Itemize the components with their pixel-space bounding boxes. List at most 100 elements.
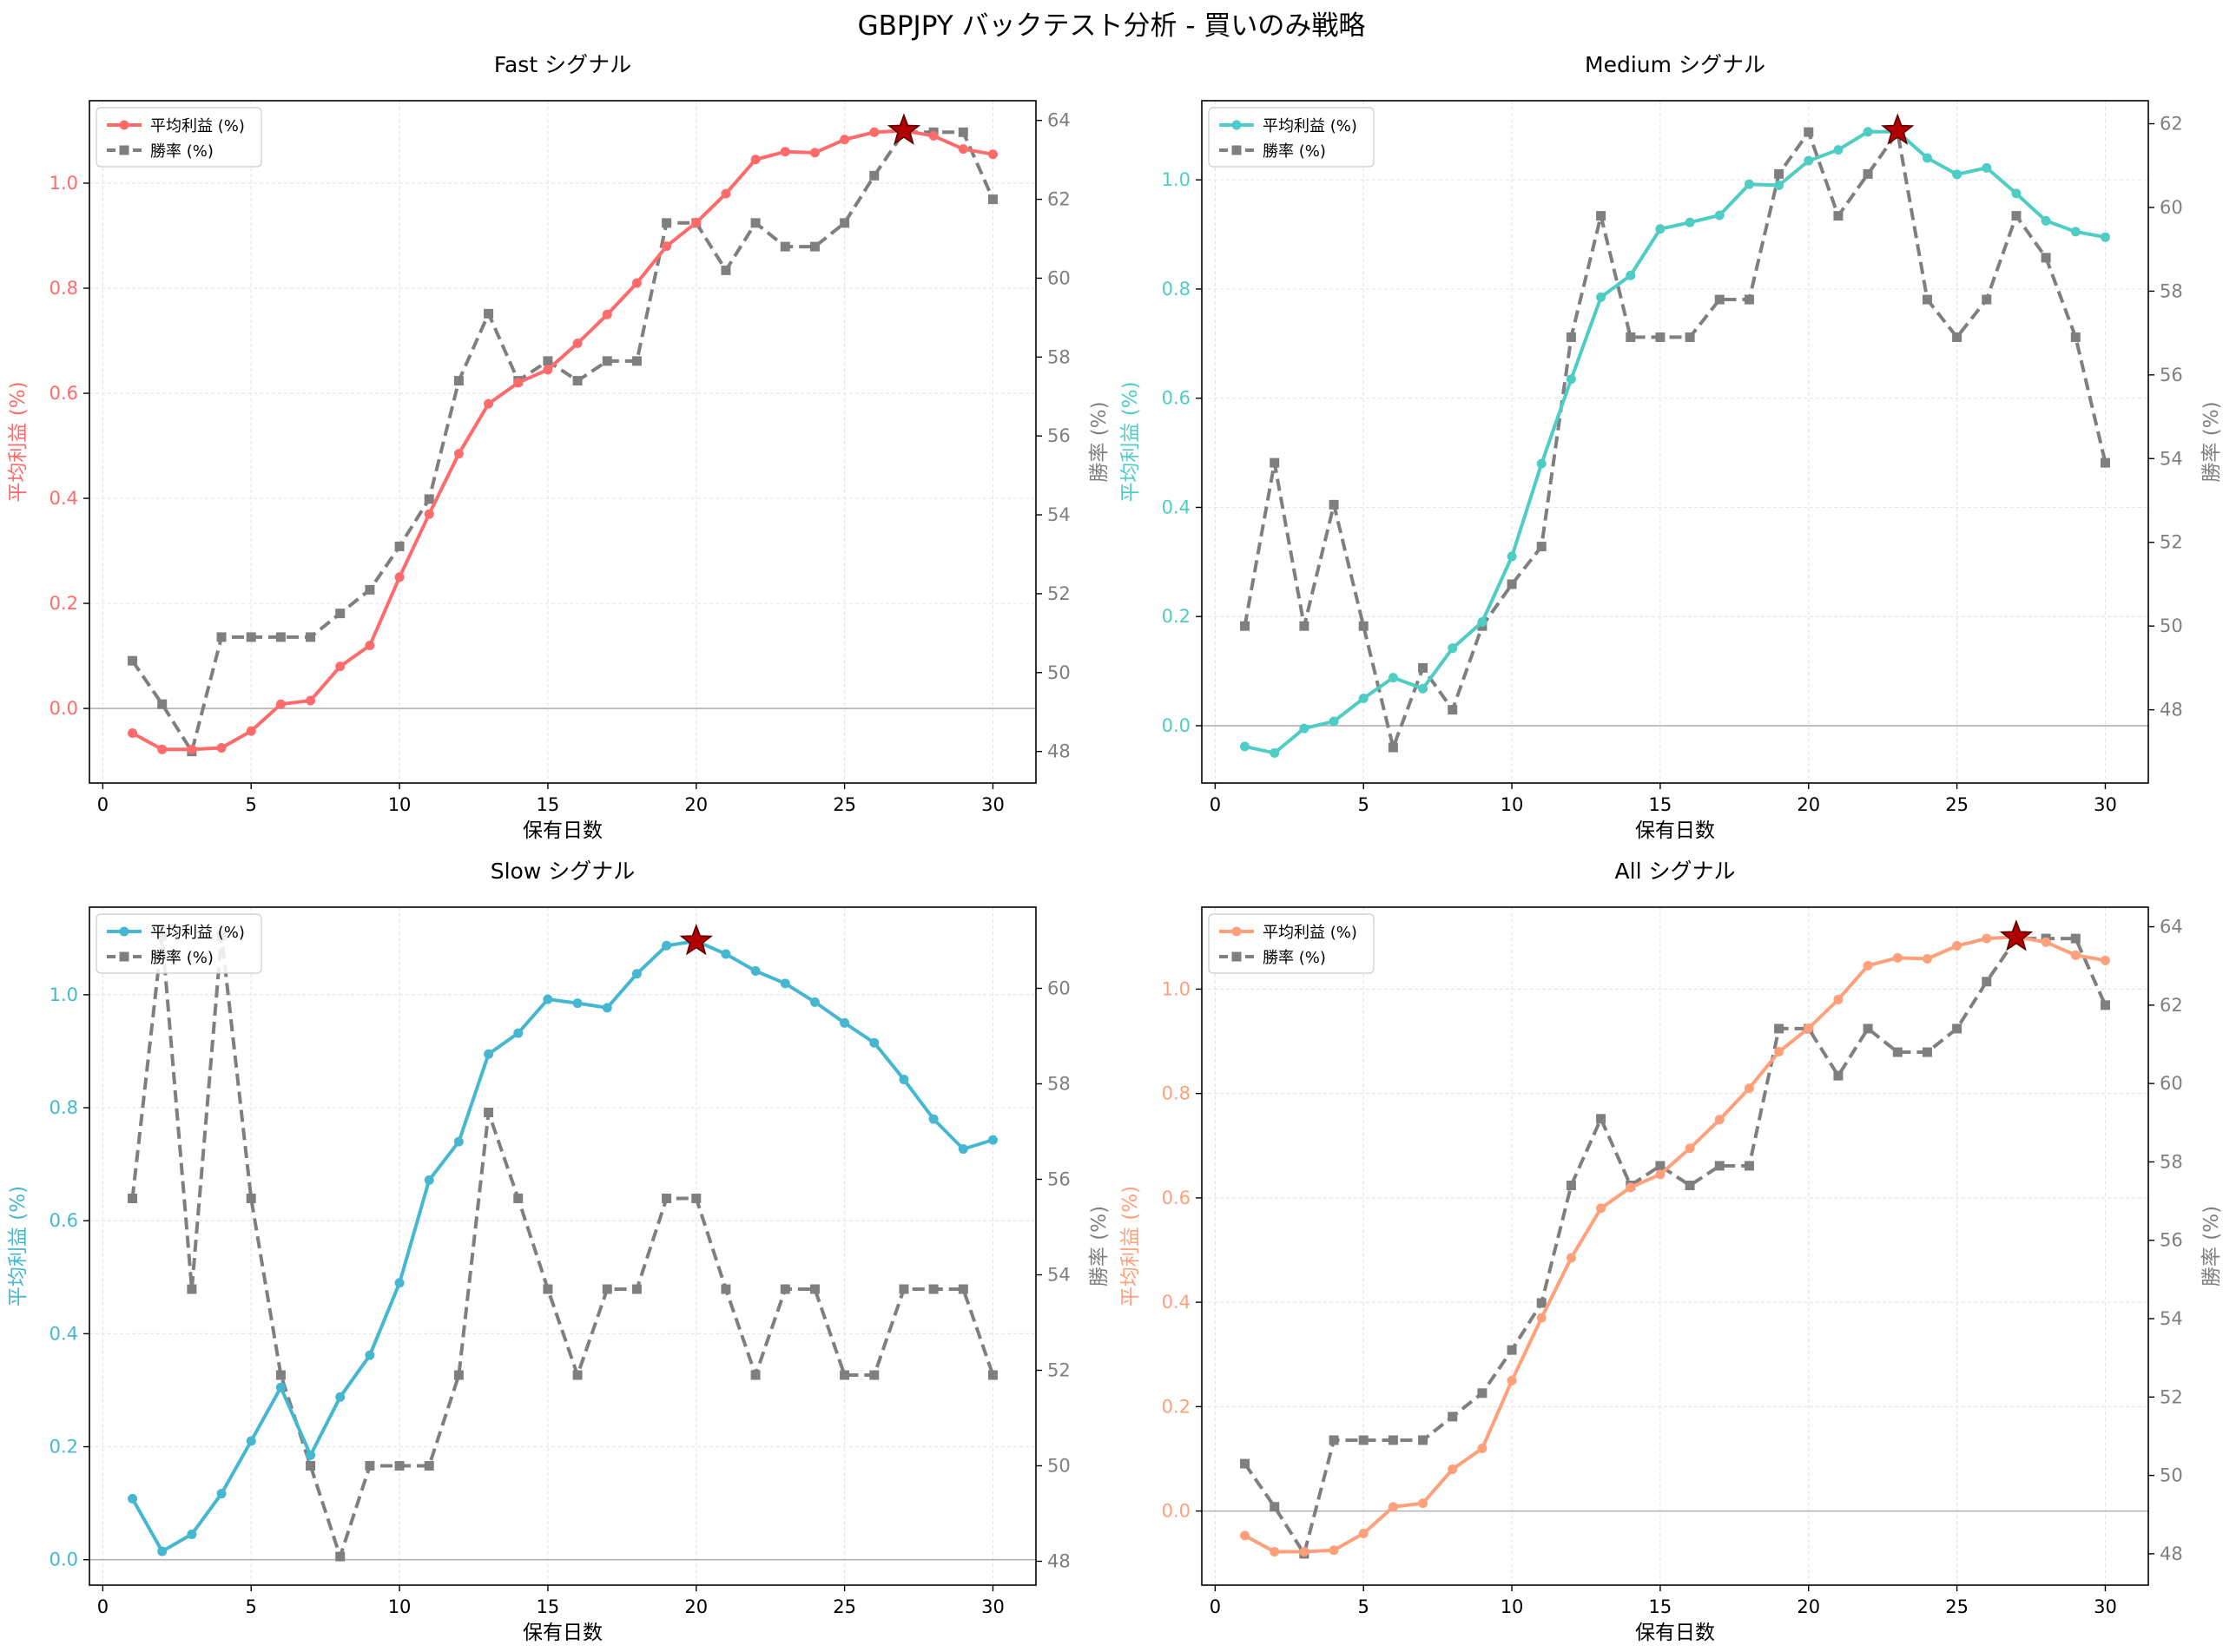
avg-profit-point xyxy=(1744,179,1754,189)
avg-profit-point xyxy=(1982,162,1992,173)
avg-profit-point xyxy=(394,572,405,582)
avg-profit-point xyxy=(543,994,553,1004)
avg-profit-line xyxy=(130,939,994,1554)
y-right-tick-label: 64 xyxy=(2160,917,2183,938)
x-tick-label: 10 xyxy=(1501,794,1524,815)
avg-profit-point xyxy=(424,509,434,519)
avg-profit-point xyxy=(246,1436,256,1446)
avg-profit-point xyxy=(275,699,286,709)
avg-profit-point xyxy=(1566,1253,1576,1263)
avg-profit-point xyxy=(216,1489,227,1499)
y-left-axis-label: 平均利益 (%) xyxy=(1119,381,1142,502)
x-axis-label: 保有日数 xyxy=(523,1622,603,1644)
win-rate-point xyxy=(631,1284,642,1294)
y-left-tick-label: 1.0 xyxy=(49,984,78,1005)
win-rate-point xyxy=(1714,294,1725,305)
x-tick-label: 30 xyxy=(981,794,1005,815)
avg-profit-point xyxy=(1833,145,1844,155)
x-tick-label: 10 xyxy=(388,794,412,815)
avg-profit-point xyxy=(1388,1502,1398,1512)
avg-profit-point xyxy=(662,940,672,951)
legend: 平均利益 (%) 勝率 (%) xyxy=(1208,913,1375,974)
win-rate-point xyxy=(1804,127,1814,137)
y-right-tick-label: 54 xyxy=(2160,448,2183,469)
legend-label-win-rate: 勝率 (%) xyxy=(150,142,214,161)
avg-profit-point xyxy=(750,155,761,165)
win-rate-point xyxy=(513,1194,524,1203)
avg-profit-point xyxy=(631,969,642,979)
x-tick-label: 0 xyxy=(1210,794,1221,815)
y-left-tick-label: 0.2 xyxy=(49,1437,78,1458)
avg-profit-point xyxy=(335,661,346,672)
avg-profit-point xyxy=(1418,1498,1428,1509)
avg-profit-point xyxy=(1596,1203,1606,1214)
win-rate-point xyxy=(987,1370,998,1380)
avg-profit-line xyxy=(1244,129,2106,755)
win-rate-point xyxy=(306,632,316,642)
chart-panel-4: 0 5 10 15 20 25 30 0.0 0.2 0.4 0.6 0.8 1.0 48 50 52 54 56… xyxy=(1119,859,2223,1644)
win-rate-point xyxy=(1685,332,1695,342)
win-rate-point xyxy=(1536,1298,1547,1308)
avg-profit-point xyxy=(1358,1528,1369,1538)
avg-profit-point xyxy=(869,1037,880,1048)
avg-profit-point xyxy=(2041,937,2051,947)
x-tick-label: 20 xyxy=(684,794,708,815)
win-rate-point xyxy=(631,356,642,366)
win-rate-point xyxy=(2070,933,2081,944)
y-right-tick-label: 50 xyxy=(1047,1456,1071,1477)
avg-profit-point xyxy=(2070,950,2081,960)
win-rate-point xyxy=(335,1551,346,1562)
avg-profit-point xyxy=(1774,180,1784,190)
avg-profit-point xyxy=(1863,960,1873,971)
y-right-axis-label: 勝率 (%) xyxy=(1088,401,1111,482)
y-right-tick-label: 50 xyxy=(1047,662,1071,683)
x-tick-label: 0 xyxy=(1210,1596,1221,1617)
legend-marker-win-rate xyxy=(1231,951,1242,962)
y-right-tick-label: 52 xyxy=(2160,532,2183,553)
y-right-tick-label: 52 xyxy=(1047,583,1071,604)
win-rate-point xyxy=(157,699,168,709)
y-right-tick-label: 52 xyxy=(2160,1386,2183,1407)
win-rate-point xyxy=(1536,542,1547,552)
win-rate-point xyxy=(2070,332,2081,342)
win-rate-point xyxy=(572,376,583,386)
avg-profit-point xyxy=(1299,1547,1309,1557)
x-tick-label: 10 xyxy=(388,1596,412,1617)
win-rate-point xyxy=(602,356,612,366)
avg-profit-point xyxy=(809,148,820,158)
avg-profit-point xyxy=(691,217,702,227)
avg-profit-point xyxy=(246,726,256,736)
avg-profit-point xyxy=(513,378,524,388)
win-rate-point xyxy=(721,265,731,275)
y-left-axis-label: 平均利益 (%) xyxy=(7,381,30,502)
avg-profit-point xyxy=(187,1529,197,1539)
y-left-tick-label: 0.2 xyxy=(1162,1396,1191,1417)
x-tick-label: 30 xyxy=(2094,1596,2117,1617)
x-axis-label: 保有日数 xyxy=(1635,819,1715,842)
plot-frame xyxy=(89,100,1037,784)
avg-profit-point xyxy=(1892,952,1903,963)
avg-profit-point xyxy=(1596,292,1606,302)
y-right-tick-label: 48 xyxy=(1047,1551,1071,1572)
chart-title: Medium シグナル xyxy=(1585,52,1765,77)
avg-profit-point xyxy=(1626,1182,1636,1193)
y-left-axis-label: 平均利益 (%) xyxy=(7,1186,30,1306)
avg-profit-point xyxy=(306,695,316,706)
avg-profit-point xyxy=(1240,741,1250,752)
win-rate-point xyxy=(216,632,227,642)
x-tick-label: 10 xyxy=(1501,1596,1524,1617)
chart-panel-3: 0 5 10 15 20 25 30 0.0 0.2 0.4 0.6 0.8 1.0 48 50 52 54 56… xyxy=(7,859,1111,1644)
legend-marker-avg-profit xyxy=(119,926,129,937)
best-point-star xyxy=(1881,113,1915,145)
chart-panel-2: 0 5 10 15 20 25 30 0.0 0.2 0.4 0.6 0.8 1.0 48 50 52 54 56… xyxy=(1119,52,2223,842)
avg-profit-point xyxy=(572,339,583,349)
y-right-tick-label: 58 xyxy=(1047,346,1071,367)
win-rate-point xyxy=(780,1284,790,1294)
avg-profit-point xyxy=(1744,1083,1754,1094)
legend-label-win-rate: 勝率 (%) xyxy=(1263,142,1326,161)
x-tick-label: 5 xyxy=(1358,794,1369,815)
win-rate-point xyxy=(2041,253,2051,263)
win-rate-point xyxy=(840,218,850,228)
legend-marker-win-rate xyxy=(119,951,129,962)
avg-profit-point xyxy=(1714,1115,1725,1125)
